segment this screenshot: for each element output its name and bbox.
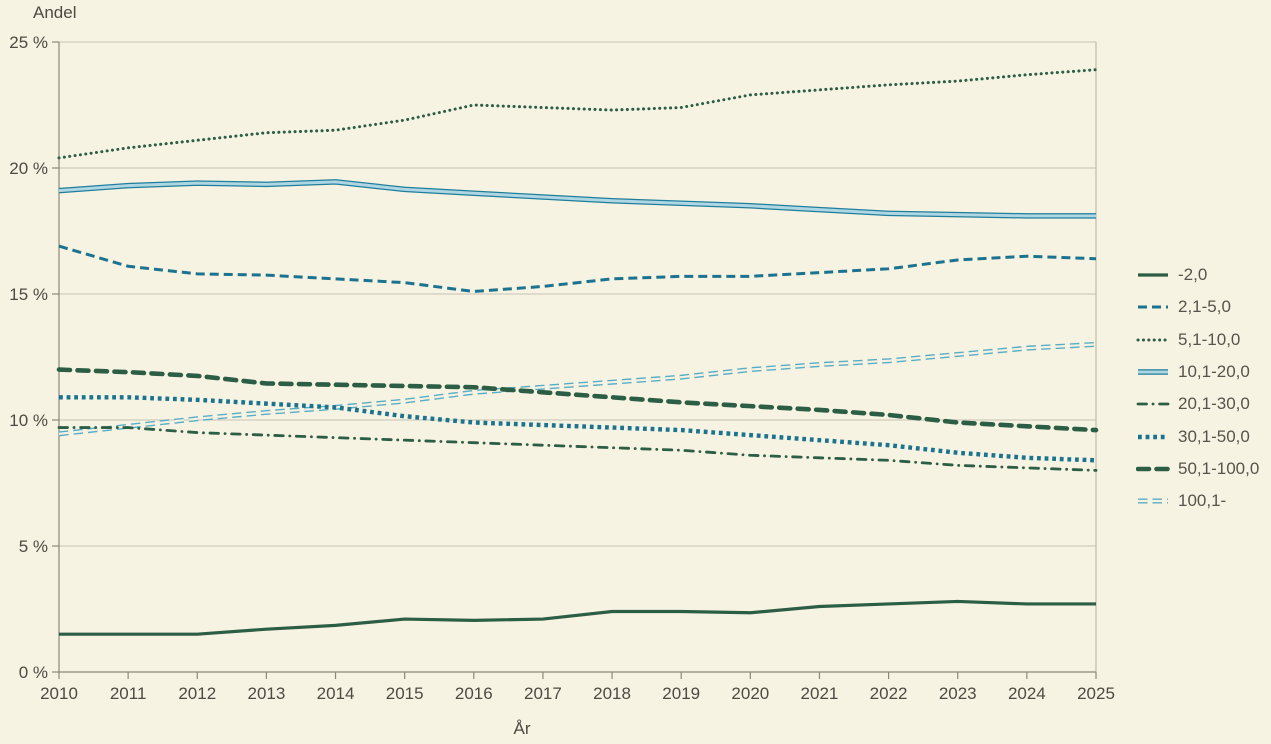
- x-tick-label: 2018: [593, 684, 631, 703]
- x-tick-label: 2023: [939, 684, 977, 703]
- legend-swatch-icon: [1138, 305, 1168, 309]
- x-tick-label: 2014: [317, 684, 355, 703]
- y-tick-label: 20 %: [9, 159, 48, 178]
- series-line-5,1-10,0: [57, 68, 1098, 160]
- legend-label: 2,1-5,0: [1178, 297, 1231, 317]
- x-tick-label: 2010: [40, 684, 78, 703]
- legend-item--2,0[interactable]: -2,0: [1136, 259, 1259, 291]
- x-tick-label: 2017: [524, 684, 562, 703]
- legend-item-10,1-20,0[interactable]: 10,1-20,0: [1136, 356, 1259, 388]
- x-tick-label: 2025: [1077, 684, 1115, 703]
- legend-swatch-icon: [1138, 434, 1168, 439]
- x-tick-label: 2019: [662, 684, 700, 703]
- x-tick-label: 2015: [386, 684, 424, 703]
- series-line-50,1-100,0: [56, 367, 1099, 433]
- legend-swatch-icon: [1136, 338, 1170, 342]
- legend-label: 50,1-100,0: [1178, 458, 1260, 478]
- x-tick-label: 2016: [455, 684, 493, 703]
- series-line-30,1-50,0: [59, 395, 1097, 463]
- y-tick-label: 15 %: [9, 285, 48, 304]
- legend-label: 30,1-50,0: [1178, 426, 1250, 446]
- series-line-core-10,1-20,0: [58, 180, 1096, 218]
- legend-item-5,1-10,0[interactable]: 5,1-10,0: [1136, 324, 1259, 356]
- x-tick-label: 2012: [178, 684, 216, 703]
- y-tick-label: 0 %: [19, 663, 48, 682]
- x-tick-label: 2013: [247, 684, 285, 703]
- series-line-20,1-30,0: [57, 426, 1098, 472]
- x-tick-label: 2022: [870, 684, 908, 703]
- legend-label: 10,1-20,0: [1178, 362, 1250, 382]
- legend-label: 20,1-30,0: [1178, 394, 1250, 414]
- legend-swatch-icon: [1136, 466, 1170, 472]
- x-axis-title: År: [513, 719, 531, 738]
- x-tick-label: 2024: [1008, 684, 1046, 703]
- legend-item-30,1-50,0[interactable]: 30,1-50,0: [1136, 420, 1259, 452]
- legend-item-50,1-100,0[interactable]: 50,1-100,0: [1136, 453, 1259, 485]
- series-line--2,0: [59, 599, 1096, 636]
- x-tick-label: 2011: [110, 684, 147, 703]
- legend-item-100,1-[interactable]: 100,1-: [1136, 485, 1259, 517]
- legend-swatch-icon: [1138, 273, 1168, 277]
- legend-swatch-icon: [1138, 369, 1168, 375]
- x-tick-label: 2020: [731, 684, 769, 703]
- legend-swatch-icon: [1136, 402, 1170, 406]
- y-axis-title: Andel: [33, 3, 77, 22]
- series-line-2,1-5,0: [58, 244, 1097, 293]
- legend-item-2,1-5,0[interactable]: 2,1-5,0: [1136, 291, 1259, 323]
- legend-label: 100,1-: [1178, 491, 1227, 511]
- legend-label: 5,1-10,0: [1178, 329, 1241, 349]
- legend-label: -2,0: [1178, 265, 1208, 285]
- x-tick-label: 2021: [801, 684, 839, 703]
- y-tick-label: 5 %: [19, 537, 48, 556]
- legend-swatch-icon: [1138, 498, 1168, 504]
- y-tick-label: 25 %: [9, 33, 48, 52]
- legend-item-20,1-30,0[interactable]: 20,1-30,0: [1136, 388, 1259, 420]
- y-tick-label: 10 %: [9, 411, 48, 430]
- chart-legend: -2,0 2,1-5,0 5,1-10,0 10,1-20,0 20,1-30,0 30,…: [1136, 259, 1259, 517]
